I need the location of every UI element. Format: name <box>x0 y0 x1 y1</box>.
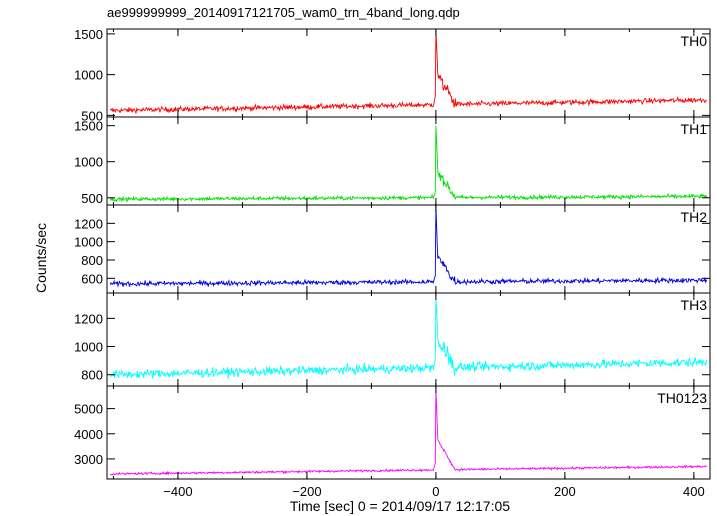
panel-frame <box>106 116 711 206</box>
y-tick-label: 1200 <box>74 311 103 326</box>
panel-frame <box>106 28 711 118</box>
panel-frame <box>106 204 711 294</box>
y-tick-label: 1500 <box>74 27 103 42</box>
x-tick-label: −400 <box>163 484 192 499</box>
y-tick-label: 1200 <box>74 216 103 231</box>
y-axis-label: Counts/sec <box>33 223 49 293</box>
panels-group: 500 1000 1500 TH0 500 1000 1500 TH1 600 800 1000 12… <box>74 27 711 480</box>
y-tick-label: 1000 <box>74 68 103 83</box>
panel-label-th2: TH2 <box>681 209 708 225</box>
x-tick-label: −200 <box>292 484 321 499</box>
x-tick-label: 400 <box>683 484 705 499</box>
y-tick-label: 4000 <box>74 427 103 442</box>
y-tick-label: 1500 <box>74 119 103 134</box>
x-tick-label: 0 <box>432 484 439 499</box>
series-line-th0 <box>109 30 708 114</box>
y-tick-label: 1000 <box>74 155 103 170</box>
chart-title: ae999999999_20140917121705_wam0_trn_4ban… <box>107 5 460 20</box>
x-tick-label: 200 <box>554 484 576 499</box>
x-axis-label: Time [sec] 0 = 2014/09/17 12:17:05 <box>290 498 510 514</box>
x-axis: −400 −200 0 200 400 <box>163 484 704 499</box>
series-line-th0123 <box>109 388 707 476</box>
panel-label-th3: TH3 <box>681 297 708 313</box>
y-tick-label: 5000 <box>74 402 103 417</box>
series-line-th2 <box>109 205 708 288</box>
y-tick-label: 1000 <box>74 340 103 355</box>
y-tick-label: 1000 <box>74 235 103 250</box>
panel-frame <box>106 385 711 480</box>
series-line-th3 <box>110 297 708 379</box>
panel-th2: 600 800 1000 1200 TH2 <box>74 204 711 294</box>
panel-th3: 800 1000 1200 TH3 <box>74 292 711 387</box>
y-tick-label: 3000 <box>74 452 103 467</box>
panel-th0123: 3000 4000 5000 TH0123 <box>74 385 711 480</box>
panel-label-th0123: TH0123 <box>657 390 707 406</box>
y-tick-label: 600 <box>81 271 103 286</box>
y-tick-label: 500 <box>81 108 103 123</box>
panel-label-th1: TH1 <box>681 121 708 137</box>
y-tick-label: 800 <box>81 253 103 268</box>
y-tick-label: 500 <box>81 191 103 206</box>
panel-th1: 500 1000 1500 TH1 <box>74 116 711 206</box>
panel-th0: 500 1000 1500 TH0 <box>74 27 711 123</box>
panel-label-th0: TH0 <box>681 33 708 49</box>
series-line-th1 <box>109 125 708 203</box>
y-tick-label: 800 <box>81 368 103 383</box>
